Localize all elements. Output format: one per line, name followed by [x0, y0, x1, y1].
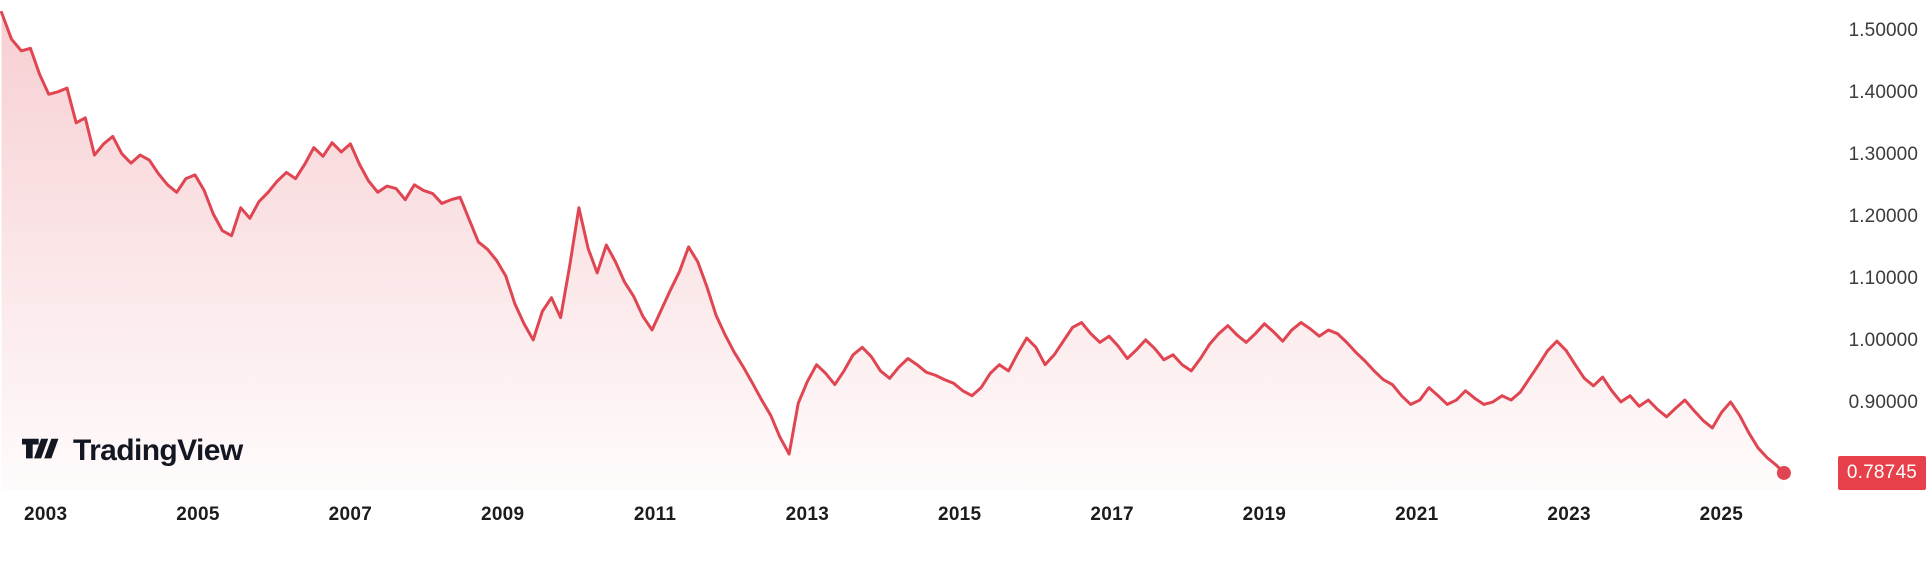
tradingview-logo[interactable]: TradingView — [22, 436, 243, 466]
current-price-badge[interactable]: 0.78745 — [1837, 456, 1926, 490]
time-axis-tick: 2011 — [633, 504, 677, 525]
price-line — [0, 10, 1786, 475]
price-axis-tick: 1.40000 — [1848, 82, 1918, 103]
price-axis-tick: 1.50000 — [1848, 20, 1918, 41]
time-axis-tick: 2007 — [328, 504, 373, 525]
time-axis-tick: 2023 — [1547, 504, 1591, 525]
time-axis-tick: 2009 — [480, 504, 525, 525]
price-axis[interactable]: 1.50000 1.40000 1.30000 1.20000 1.10000 1.000… — [1790, 0, 1930, 490]
time-axis-tick: 2015 — [937, 504, 982, 525]
time-axis-tick: 2017 — [1090, 504, 1134, 525]
price-axis-tick: 1.30000 — [1848, 144, 1918, 166]
price-axis-tick: 0.90000 — [1848, 392, 1918, 414]
time-axis[interactable]: 2003 2005 2007 2009 2011 2013 2015 2017 2019 2021… — [0, 490, 1790, 564]
time-axis-tick: 2019 — [1242, 504, 1287, 525]
time-axis-tick: 2025 — [1699, 504, 1744, 525]
last-price-marker — [1776, 465, 1791, 480]
tradingview-wordmark: TradingView — [73, 434, 243, 467]
time-axis-tick: 2003 — [23, 504, 68, 525]
area-fill — [1, 12, 1784, 490]
price-area-chart — [0, 10, 1791, 490]
time-axis-tick: 2013 — [785, 504, 830, 525]
price-axis-tick: 1.20000 — [1848, 206, 1918, 228]
time-axis-tick: 2021 — [1395, 504, 1439, 525]
price-axis-tick: 1.10000 — [1848, 268, 1918, 290]
time-axis-tick: 2005 — [176, 504, 220, 525]
chart-plot-area[interactable] — [0, 0, 1791, 490]
price-axis-tick: 1.00000 — [1848, 330, 1918, 352]
tradingview-logo-icon — [22, 438, 59, 459]
